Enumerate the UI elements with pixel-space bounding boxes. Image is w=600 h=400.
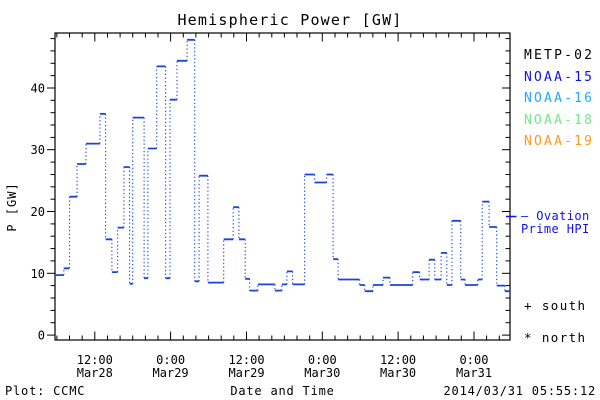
footer-timestamp: 2014/03/31 05:55:12 (443, 384, 596, 398)
svg-text:0:00: 0:00 (308, 353, 337, 367)
svg-text:Mar31: Mar31 (456, 366, 492, 380)
svg-text:40: 40 (31, 82, 45, 96)
ovation-legend-line2: Prime HPI (521, 222, 590, 236)
svg-text:0: 0 (38, 329, 45, 343)
x-axis-title: Date and Time (230, 384, 335, 398)
satellite-legend: METP-02 NOAA-15 NOAA-16 NOAA-18 NOAA-19 (524, 45, 594, 153)
svg-text:10: 10 (31, 267, 45, 281)
svg-text:0:00: 0:00 (156, 353, 185, 367)
legend-item-metp-02: METP-02 (524, 48, 595, 63)
ovation-legend: — Ovation Prime HPI (521, 210, 590, 236)
svg-text:30: 30 (31, 143, 45, 157)
svg-text:Mar29: Mar29 (228, 366, 264, 380)
svg-text:Mar30: Mar30 (304, 366, 340, 380)
legend-item-noaa-19: NOAA-19 (524, 134, 595, 149)
legend-item-noaa-18: NOAA-18 (524, 112, 595, 128)
svg-text:12:00: 12:00 (380, 353, 416, 367)
legend-item-noaa-15: NOAA-15 (524, 69, 595, 85)
x-tick-labels: 12:00Mar280:00Mar2912:00Mar290:00Mar3012… (77, 353, 492, 380)
footer-plot-credit: Plot: CCMC (5, 384, 86, 398)
ovation-legend-line1: — Ovation (521, 209, 590, 223)
plot-border (54, 32, 511, 341)
svg-text:Mar29: Mar29 (153, 366, 189, 380)
chart-title: Hemispheric Power [GW] (177, 11, 403, 29)
x-axis-ticks (56, 33, 500, 340)
svg-text:Mar30: Mar30 (380, 366, 416, 380)
svg-text:0:00: 0:00 (460, 353, 489, 367)
south-marker-legend: + south (524, 298, 587, 313)
svg-text:12:00: 12:00 (228, 353, 264, 367)
ovation-line-risers (63, 39, 506, 292)
svg-text:Mar28: Mar28 (77, 366, 113, 380)
svg-text:12:00: 12:00 (77, 353, 113, 367)
legend-item-noaa-16: NOAA-16 (524, 91, 595, 106)
north-marker-legend: * north (524, 330, 587, 345)
y-axis-title: P [GW] (5, 182, 19, 231)
y-tick-labels: 0 10 20 30 40 (31, 82, 45, 343)
svg-text:20: 20 (31, 205, 45, 219)
y-axis-ticks (47, 38, 510, 336)
ovation-line-plateaus (55, 38, 510, 293)
